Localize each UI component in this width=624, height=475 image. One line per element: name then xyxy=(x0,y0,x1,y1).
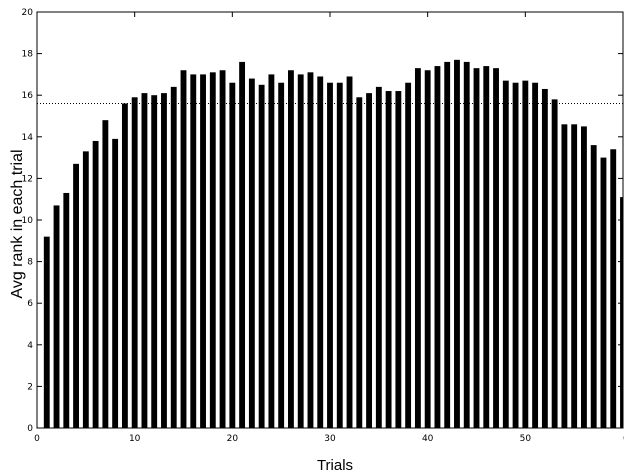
bar-trial-54 xyxy=(561,124,568,428)
y-tick-label: 2 xyxy=(27,382,33,392)
bar-trial-12 xyxy=(151,95,158,428)
bar-trial-44 xyxy=(463,61,470,429)
bar-trial-34 xyxy=(366,93,372,429)
bar-trial-23 xyxy=(258,84,265,429)
bar-trial-25 xyxy=(278,82,285,428)
bar-trial-55 xyxy=(571,124,578,428)
bar-trial-19 xyxy=(219,70,226,429)
bar-trial-33 xyxy=(356,97,363,428)
bar-trial-37 xyxy=(395,91,402,428)
y-tick-label: 12 xyxy=(22,174,33,184)
bar-trial-7 xyxy=(102,120,109,428)
bar-trial-20 xyxy=(229,82,236,428)
y-tick-label: 8 xyxy=(27,258,33,268)
bar-trial-45 xyxy=(473,68,480,428)
bar-trial-50 xyxy=(522,80,529,428)
bar-trial-13 xyxy=(161,93,167,429)
bar-trial-47 xyxy=(493,68,499,428)
bar-trial-56 xyxy=(581,126,587,429)
bar-trial-53 xyxy=(551,99,558,429)
bar-trial-35 xyxy=(375,86,382,428)
bar-trial-51 xyxy=(532,82,539,428)
y-tick-label: 4 xyxy=(27,341,33,351)
bar-trial-43 xyxy=(454,59,460,429)
y-tick-label: 20 xyxy=(22,8,34,18)
bar-trial-48 xyxy=(502,80,509,428)
bar-trial-38 xyxy=(405,82,412,428)
x-tick-label: 40 xyxy=(422,434,434,444)
bar-trial-40 xyxy=(424,70,431,429)
bar-trial-41 xyxy=(434,66,441,428)
bar-trial-57 xyxy=(590,145,597,428)
y-tick-label: 6 xyxy=(27,299,33,309)
bar-trial-10 xyxy=(131,97,138,428)
bar-trial-2 xyxy=(53,205,60,428)
x-tick-label: 0 xyxy=(34,434,40,444)
bar-trial-8 xyxy=(112,138,119,428)
bar-trial-3 xyxy=(63,192,70,428)
bar-trial-18 xyxy=(209,72,216,428)
bar-trial-16 xyxy=(190,74,197,429)
bar-trial-28 xyxy=(307,72,314,428)
bar-trial-11 xyxy=(141,93,148,429)
bar-trial-42 xyxy=(444,61,451,429)
bar-trial-22 xyxy=(248,78,255,428)
x-tick-label: 20 xyxy=(227,434,239,444)
bar-trial-24 xyxy=(268,74,275,429)
x-axis-label: Trials xyxy=(317,457,353,474)
bar-trial-30 xyxy=(327,82,333,428)
bar-trial-15 xyxy=(180,70,187,429)
y-tick-label: 14 xyxy=(22,133,34,143)
bar-trial-60 xyxy=(620,197,623,428)
bar-trial-21 xyxy=(239,61,246,429)
y-tick-label: 18 xyxy=(22,50,34,60)
y-tick-label: 10 xyxy=(22,216,34,226)
x-tick-label: 50 xyxy=(520,434,532,444)
y-tick-label: 16 xyxy=(22,91,34,101)
bar-trial-52 xyxy=(541,88,548,429)
y-axis-label: Avg rank in each trial xyxy=(9,149,26,298)
bar-trial-32 xyxy=(346,76,353,428)
bar-trial-6 xyxy=(92,140,99,428)
bar-trial-17 xyxy=(200,74,206,429)
bar-trial-4 xyxy=(73,163,79,428)
bar-trial-29 xyxy=(317,76,324,428)
y-axis-ticks: 0 2 4 6 8 10 12 14 16 18 20 xyxy=(22,8,623,434)
bar-trial-59 xyxy=(610,149,617,428)
x-axis-ticks: 0102030405060 xyxy=(34,12,624,444)
bar-trial-39 xyxy=(414,68,421,428)
bars-group xyxy=(43,59,623,429)
bar-trial-58 xyxy=(600,157,607,428)
bar-trial-31 xyxy=(336,82,343,428)
bar-trial-14 xyxy=(170,86,177,428)
x-tick-label: 30 xyxy=(324,434,336,444)
bar-trial-46 xyxy=(483,66,490,428)
bar-trial-36 xyxy=(385,91,392,428)
bar-trial-27 xyxy=(297,74,304,429)
x-tick-label: 10 xyxy=(129,434,141,444)
bar-trial-9 xyxy=(121,103,128,429)
bar-trial-26 xyxy=(288,70,294,429)
bar-trial-1 xyxy=(43,236,50,428)
bar-trial-49 xyxy=(512,82,519,428)
bar-trial-5 xyxy=(82,151,89,429)
y-tick-label: 0 xyxy=(27,424,33,434)
